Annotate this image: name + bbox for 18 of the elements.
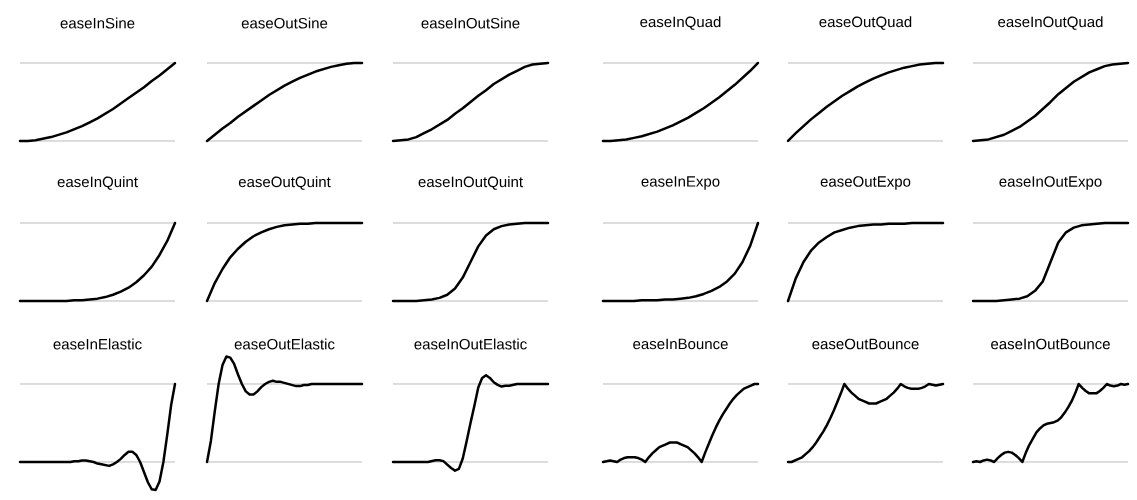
chart-title: easeInExpo xyxy=(641,176,720,190)
chart-title: easeOutQuint xyxy=(238,176,331,190)
chart-title: easeInQuad xyxy=(640,16,721,30)
chart-title: easeInOutQuint xyxy=(418,176,523,190)
chart-title: easeInQuint xyxy=(57,176,138,190)
chart-title: easeInBounce xyxy=(633,338,728,350)
chart-title: easeOutQuad xyxy=(819,16,912,30)
chart-title: easeOutElastic xyxy=(234,338,335,350)
chart-title: easeOutExpo xyxy=(820,176,911,190)
chart-title: easeInSine xyxy=(60,17,135,29)
chart-title: easeInElastic xyxy=(53,338,142,350)
chart-title: easeInOutQuad xyxy=(998,16,1103,30)
chart-title: easeOutBounce xyxy=(812,338,919,350)
chart-title: easeInOutElastic xyxy=(414,338,527,350)
chart-title: easeInOutSine xyxy=(421,17,520,29)
chart-title: easeOutSine xyxy=(241,17,328,29)
chart-title: easeInOutExpo xyxy=(999,176,1102,190)
chart-title: easeInOutBounce xyxy=(991,338,1110,350)
